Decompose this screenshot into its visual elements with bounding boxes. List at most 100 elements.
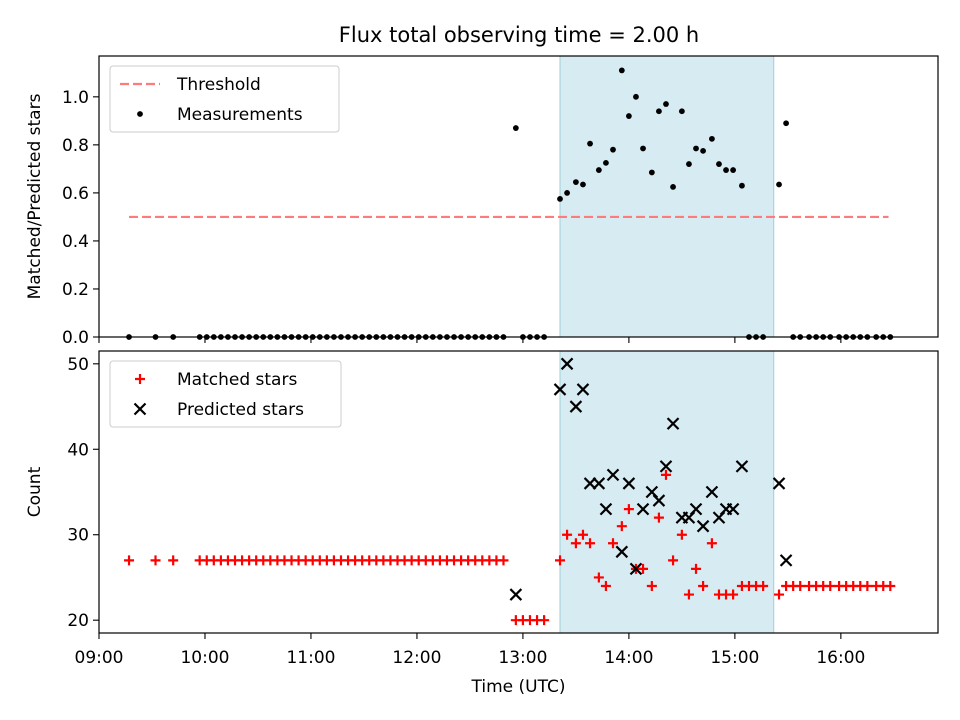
legend-box <box>109 360 342 428</box>
predicted-star-point <box>599 502 613 516</box>
measurement-point <box>564 189 570 196</box>
predicted-star-point <box>772 477 786 490</box>
measurement-point <box>776 181 782 188</box>
predicted-star-point <box>569 400 583 413</box>
predicted-star-point <box>689 502 703 516</box>
matched-star-point <box>758 581 769 591</box>
bottom-y-tick-label: 20 <box>67 611 89 631</box>
matched-star-point <box>653 512 664 523</box>
series-predicted-stars <box>509 357 793 601</box>
legend-entry-label: Matched stars <box>177 370 297 390</box>
predicted-star-point <box>606 468 620 482</box>
matched-star-point <box>825 581 836 591</box>
measurement-point <box>670 183 676 190</box>
bottom-plot-frame <box>98 350 939 634</box>
matched-star-point <box>698 581 709 591</box>
bottom-y-axis-label: Count <box>25 466 45 517</box>
predicted-star-point <box>652 494 666 507</box>
measurement-point <box>595 167 602 173</box>
measurement-point <box>603 159 609 166</box>
matched-star-point <box>862 581 873 591</box>
x-tick-label: 10:00 <box>180 648 229 668</box>
predicted-star-point <box>666 417 680 430</box>
x-tick-label: 14:00 <box>604 648 653 668</box>
measurement-point <box>678 108 685 115</box>
top-y-tick-label: 0.2 <box>62 280 89 300</box>
x-tick-label: 09:00 <box>75 648 124 668</box>
predicted-star-point <box>592 477 606 490</box>
predicted-star-point <box>509 588 523 601</box>
top-y-axis-label: Matched/Predicted stars <box>25 93 45 299</box>
matched-star-point <box>168 555 179 566</box>
predicted-star-point <box>696 519 710 533</box>
legend-entry-label: Predicted stars <box>177 400 304 420</box>
predicted-star-point <box>629 562 643 576</box>
matched-star-point <box>562 529 573 540</box>
matched-star-point <box>691 563 702 574</box>
matched-star-point <box>774 589 785 600</box>
predicted-star-point <box>659 460 673 473</box>
matched-star-point <box>555 555 566 566</box>
matched-star-point <box>570 538 581 549</box>
legend-entry-label: Measurements <box>177 105 303 125</box>
measurement-point <box>700 147 706 154</box>
top-y-tick-label: 0.6 <box>62 184 89 204</box>
top-y-tick-label: 0.0 <box>62 328 89 348</box>
matched-star-point <box>646 581 657 591</box>
x-tick-label: 12:00 <box>392 648 441 668</box>
measurement-point <box>739 182 745 189</box>
bottom-legend: Matched stars Predicted stars <box>109 360 342 428</box>
top-plot-frame <box>98 55 939 338</box>
x-tick-label: 13:00 <box>498 648 547 668</box>
matched-star-point <box>498 555 509 566</box>
measurement-point <box>580 181 586 188</box>
matched-star-point <box>676 529 687 540</box>
matched-star-point <box>885 581 896 591</box>
matched-star-point <box>660 469 671 480</box>
measurement-point <box>663 101 669 107</box>
measurement-point <box>512 125 519 131</box>
bottom-y-tick-label: 50 <box>67 355 89 375</box>
predicted-star-point <box>705 485 719 499</box>
x-tick-label: 16:00 <box>816 648 865 668</box>
predicted-star-point <box>779 554 793 567</box>
matched-star-point <box>638 563 649 574</box>
predicted-star-point <box>622 477 636 490</box>
matched-star-point <box>795 581 806 591</box>
legend-measurement-swatch <box>137 111 143 117</box>
measurement-point <box>656 108 662 115</box>
bottom-y-tick-label: 40 <box>67 440 89 460</box>
matched-star-point <box>607 538 618 549</box>
bottom-panel: 20 30 40 50 09:00 10:00 11:00 12:00 13:00 14:00 15… <box>25 350 939 697</box>
bottom-y-tick-label: 30 <box>67 526 89 546</box>
legend-matched-swatch <box>135 374 145 384</box>
measurement-point <box>610 146 616 153</box>
top-y-tick-label: 1.0 <box>62 88 89 108</box>
top-y-tick-label: 0.8 <box>62 136 89 156</box>
predicted-star-point <box>553 383 567 396</box>
chart-title: Flux total observing time = 2.00 h <box>339 23 699 47</box>
legend-predicted-swatch <box>133 402 147 416</box>
measurement-point <box>716 161 722 167</box>
measurement-point <box>723 167 729 173</box>
matched-star-point <box>124 555 135 566</box>
top-observing-window <box>559 55 775 338</box>
measurement-point <box>587 140 593 147</box>
matched-star-point <box>683 589 694 600</box>
measurement-point <box>625 113 632 119</box>
series-matched-stars <box>124 469 896 626</box>
x-tick-label: 15:00 <box>710 648 759 668</box>
measurement-point <box>573 179 579 185</box>
predicted-star-point <box>576 383 590 396</box>
predicted-star-point <box>560 357 574 371</box>
measurement-point <box>633 93 639 100</box>
top-legend: Threshold Measurements <box>109 65 340 133</box>
matched-star-point <box>706 538 717 549</box>
measurement-point <box>618 67 625 74</box>
predicted-star-point <box>615 545 629 559</box>
measurement-point <box>640 145 646 152</box>
matched-star-point <box>616 521 627 532</box>
top-y-tick-label: 0.4 <box>62 232 89 252</box>
matched-star-point <box>539 615 550 626</box>
measurement-point <box>648 169 655 176</box>
